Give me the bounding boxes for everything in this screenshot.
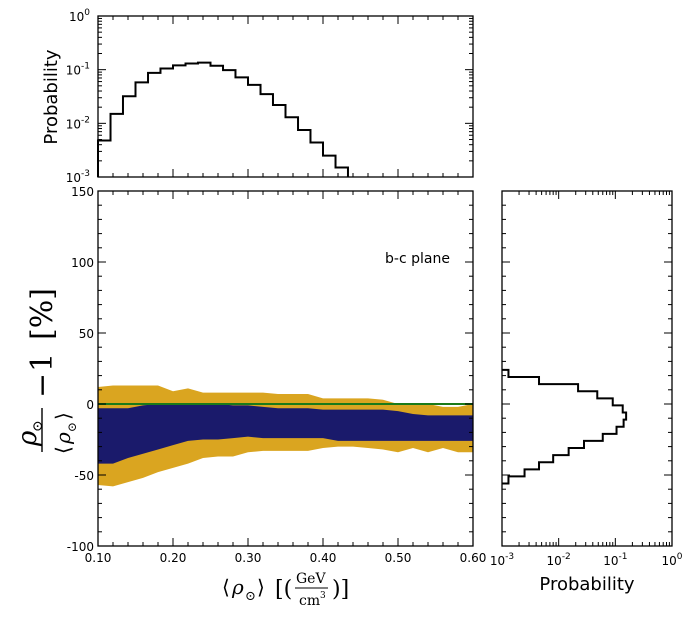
main-plot-frame — [97, 190, 474, 547]
right-x-tick-labels: 10-3 10-2 10-1 100 — [490, 552, 683, 568]
plane-annotation: b-c plane — [385, 251, 450, 267]
main-plot-panel: 0.10 0.20 0.30 0.40 0.50 0.60 150 100 50 0 -50 -10… — [13, 185, 486, 609]
main-y-tick-label: 0 — [86, 398, 94, 412]
top-y-axis-label: Probability — [41, 49, 62, 144]
main-y-tick-label: 50 — [79, 327, 94, 341]
svg-text:−: − — [25, 373, 60, 398]
svg-text:3: 3 — [320, 591, 326, 601]
main-x-tick-label: 0.10 — [85, 551, 112, 565]
main-x-tick-label: 0.60 — [460, 551, 487, 565]
svg-text:⟨: ⟨ — [51, 446, 75, 454]
svg-text:[%]: [%] — [25, 288, 60, 340]
main-x-axis-label: ⟨ ρ ⊙ ⟩ [( GeV cm 3 )] — [222, 571, 349, 609]
right-x-tick-label: 10-2 — [547, 552, 571, 568]
svg-text:⟨: ⟨ — [222, 575, 230, 599]
right-ticks — [501, 190, 673, 547]
top-plot-frame — [97, 15, 474, 178]
svg-text:⊙: ⊙ — [30, 420, 46, 432]
svg-text:cm: cm — [299, 593, 320, 609]
main-x-tick-label: 0.20 — [160, 551, 187, 565]
main-ticks — [97, 190, 474, 547]
main-y-tick-label: 100 — [71, 256, 94, 270]
right-histogram-panel: 10-3 10-2 10-1 100 Probability — [490, 190, 683, 595]
svg-text:⊙: ⊙ — [65, 422, 79, 432]
right-histogram-steps — [502, 368, 628, 485]
svg-text:ρ: ρ — [51, 432, 75, 445]
right-x-tick-label: 100 — [661, 552, 682, 568]
top-histogram-steps — [97, 61, 349, 177]
main-y-tick-labels: 150 100 50 0 -50 -100 — [67, 185, 94, 554]
confidence-bands — [98, 385, 473, 487]
svg-text:)]: )] — [332, 577, 349, 602]
top-histogram-panel: 100 10-1 10-2 10-3 Probability — [41, 8, 474, 185]
right-x-tick-label: 10-3 — [490, 552, 514, 568]
svg-text:ρ: ρ — [13, 430, 43, 447]
main-y-tick-label: -50 — [74, 469, 94, 483]
main-x-tick-label: 0.40 — [310, 551, 337, 565]
main-y-tick-label: 150 — [71, 185, 94, 199]
main-x-tick-labels: 0.10 0.20 0.30 0.40 0.50 0.60 — [85, 551, 487, 565]
top-y-tick-label: 10-3 — [66, 169, 90, 185]
main-y-tick-label: -100 — [67, 540, 94, 554]
top-y-tick-label: 10-2 — [66, 115, 90, 131]
main-y-axis-label: ρ ⊙ ⟨ ρ ⊙ ⟩ − 1 [%] — [13, 288, 79, 454]
top-y-tick-label: 10-1 — [66, 62, 90, 78]
inner-band — [98, 404, 473, 464]
svg-text:[(: [( — [275, 577, 292, 602]
top-ticks — [97, 15, 474, 178]
svg-text:ρ: ρ — [231, 575, 244, 599]
main-x-tick-label: 0.30 — [235, 551, 262, 565]
right-plot-frame — [501, 190, 673, 547]
svg-text:⊙: ⊙ — [245, 589, 256, 604]
svg-text:GeV: GeV — [296, 571, 326, 587]
top-y-tick-labels: 100 10-1 10-2 10-3 — [66, 8, 91, 185]
top-y-tick-label: 100 — [69, 8, 90, 24]
svg-text:⟩: ⟩ — [257, 575, 265, 599]
svg-text:⟩: ⟩ — [51, 412, 75, 420]
right-x-tick-label: 10-1 — [603, 552, 627, 568]
svg-text:1: 1 — [25, 353, 60, 372]
main-x-tick-label: 0.50 — [385, 551, 412, 565]
right-x-axis-label: Probability — [539, 574, 634, 595]
